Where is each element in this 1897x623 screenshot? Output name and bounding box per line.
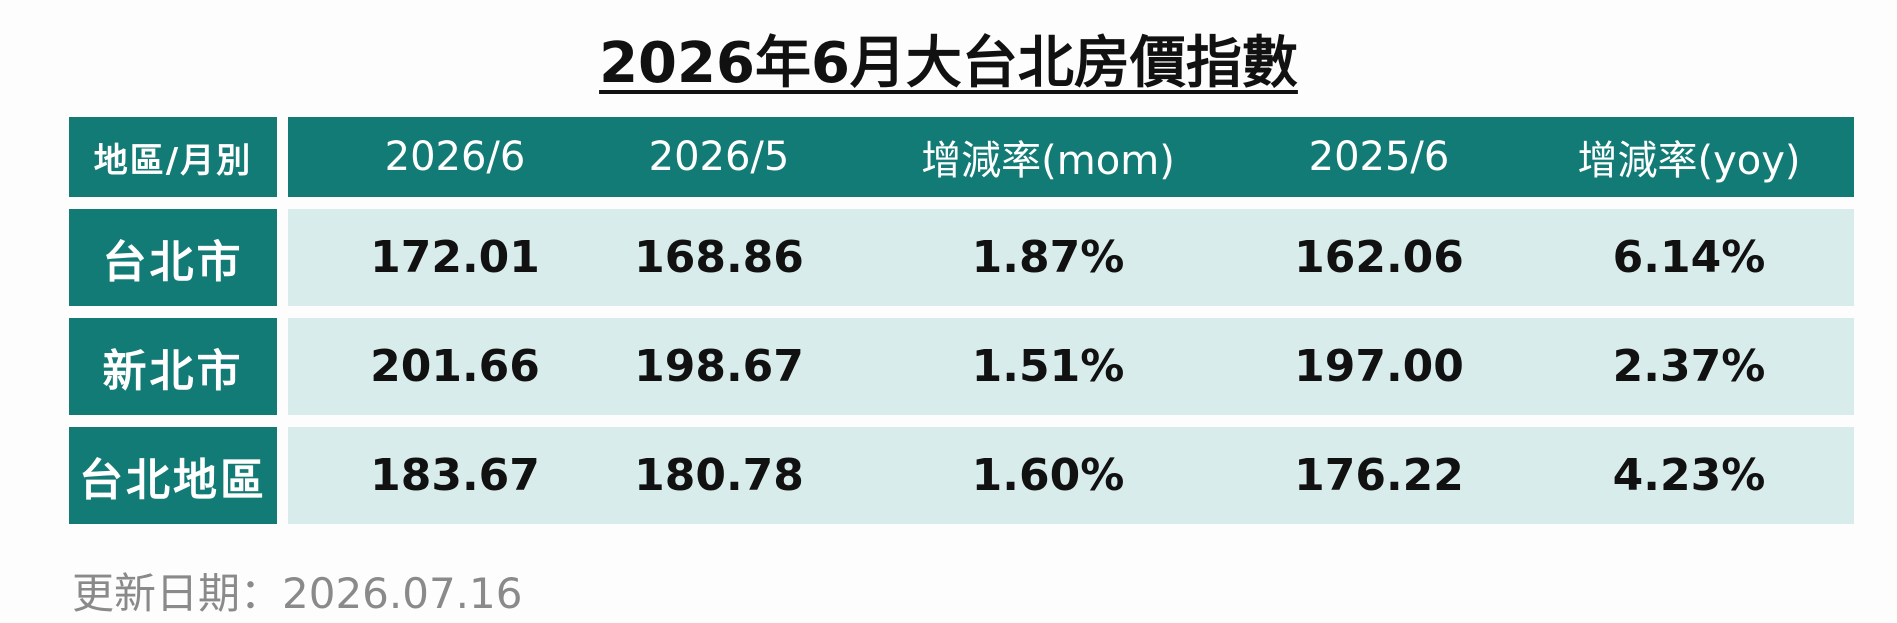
- data-cell: 180.78: [634, 450, 804, 501]
- row-band: [288, 318, 1854, 415]
- data-cell: 6.14%: [1612, 232, 1766, 283]
- row-label: 新北市: [69, 318, 277, 415]
- row-band: [288, 209, 1854, 306]
- header-cell: 地區/月別: [69, 117, 277, 197]
- data-cell: 183.67: [370, 450, 540, 501]
- footer-note: 更新日期：2026.07.16: [72, 569, 523, 618]
- row-label: 台北市: [69, 209, 277, 306]
- title: 2026年6月大台北房價指數: [0, 18, 1897, 99]
- header-cell: 增減率(mom): [921, 138, 1175, 184]
- data-cell: 198.67: [634, 341, 804, 392]
- data-cell: 201.66: [370, 341, 540, 392]
- data-cell: 4.23%: [1612, 450, 1766, 501]
- row-band: [288, 427, 1854, 524]
- header-cell: 2026/6: [384, 134, 526, 180]
- header-cell: 2025/6: [1308, 134, 1450, 180]
- header-cell: 2026/5: [648, 134, 790, 180]
- data-cell: 1.51%: [971, 341, 1125, 392]
- data-cell: 197.00: [1294, 341, 1464, 392]
- data-cell: 176.22: [1294, 450, 1464, 501]
- data-cell: 162.06: [1294, 232, 1464, 283]
- header-band: [288, 117, 1854, 197]
- title-text: 2026年6月大台北房價指數: [599, 31, 1298, 96]
- header-cell: 增減率(yoy): [1577, 138, 1801, 184]
- data-cell: 2.37%: [1612, 341, 1766, 392]
- row-label: 台北地區: [69, 427, 277, 524]
- data-cell: 1.87%: [971, 232, 1125, 283]
- data-cell: 172.01: [370, 232, 540, 283]
- data-cell: 168.86: [634, 232, 804, 283]
- data-cell: 1.60%: [971, 450, 1125, 501]
